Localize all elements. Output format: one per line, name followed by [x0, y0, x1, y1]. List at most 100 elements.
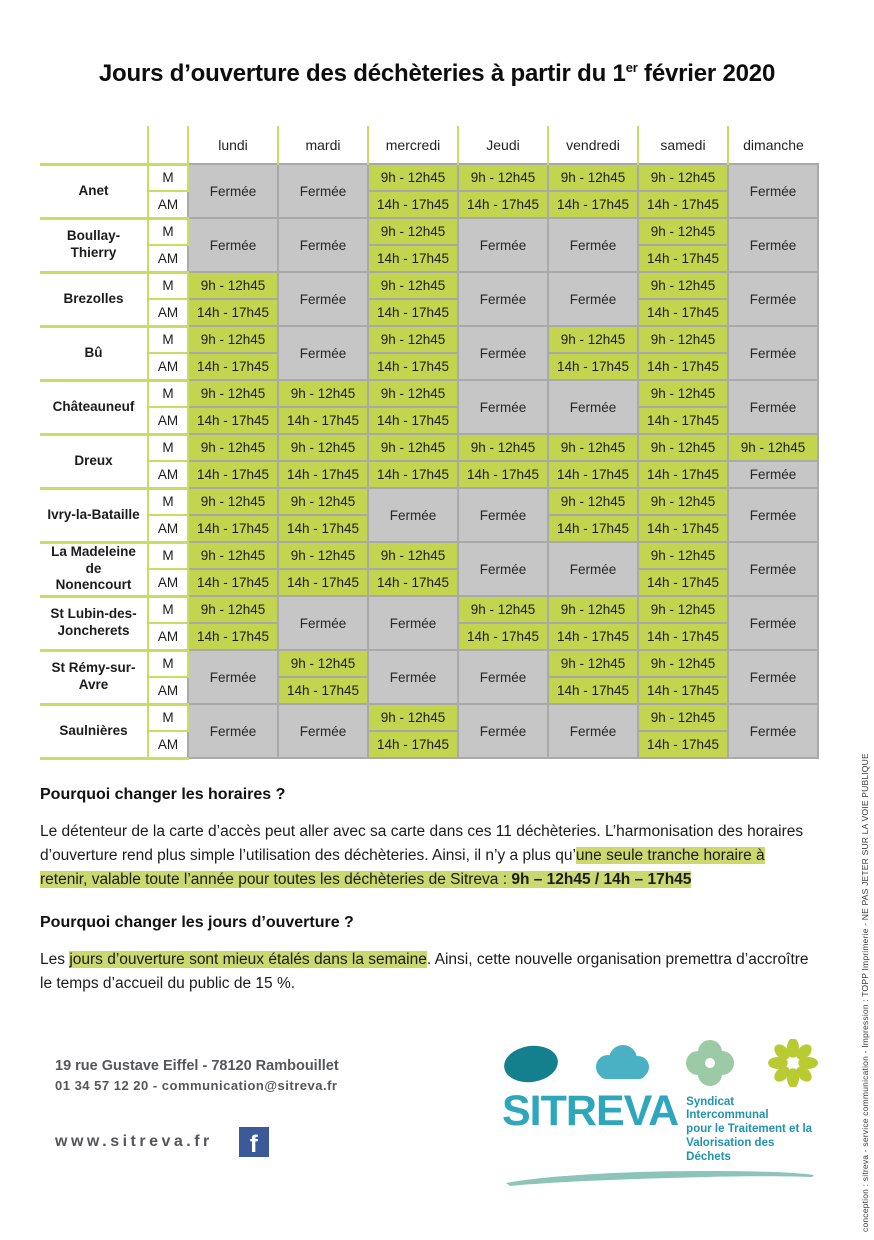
- open-hours-cell: 9h - 12h45: [187, 595, 279, 624]
- row-period-label: AM: [148, 353, 189, 382]
- row-period-label: M: [148, 704, 189, 732]
- open-hours-cell: 14h - 17h45: [367, 352, 459, 381]
- open-hours-cell: 9h - 12h45: [187, 541, 279, 570]
- location-name: Brezolles: [40, 272, 149, 328]
- open-hours-cell: 14h - 17h45: [187, 352, 279, 381]
- text-run: Le détenteur de la carte d’accès peut al…: [40, 822, 804, 864]
- open-hours-cell: 9h - 12h45: [187, 487, 279, 516]
- row-period-label: AM: [148, 569, 189, 598]
- open-hours-cell: 14h - 17h45: [457, 190, 549, 219]
- closed-cell: Fermée: [727, 379, 819, 435]
- closed-cell: Fermée: [367, 487, 459, 543]
- open-hours-cell: 9h - 12h45: [367, 163, 459, 192]
- row-period-label: M: [148, 488, 189, 516]
- row-period-label: M: [148, 164, 189, 192]
- open-hours-cell: 9h - 12h45: [637, 433, 729, 462]
- open-hours-cell: 9h - 12h45: [637, 163, 729, 192]
- open-hours-cell: 14h - 17h45: [457, 622, 549, 651]
- row-period-label: AM: [148, 677, 189, 706]
- closed-cell: Fermée: [367, 649, 459, 705]
- open-hours-cell: 9h - 12h45: [637, 271, 729, 300]
- open-hours-cell: 14h - 17h45: [277, 676, 369, 705]
- location-name: Châteauneuf: [40, 380, 149, 436]
- open-hours-cell: 14h - 17h45: [637, 190, 729, 219]
- section-heading-horaires: Pourquoi changer les horaires ?: [40, 785, 286, 803]
- closed-cell: Fermée: [457, 649, 549, 705]
- location-name: St Lubin-des- Joncherets: [40, 596, 149, 652]
- open-hours-cell: 14h - 17h45: [277, 406, 369, 435]
- closed-cell: Fermée: [277, 703, 369, 759]
- open-hours-cell: 9h - 12h45: [547, 487, 639, 516]
- corner-cell: [148, 126, 189, 166]
- row-period-label: M: [148, 596, 189, 624]
- phone-email-line: 01 34 57 12 20 - communication@sitreva.f…: [55, 1077, 338, 1093]
- paragraph-horaires: Le détenteur de la carte d’accès peut al…: [40, 820, 816, 892]
- location-name: Bû: [40, 326, 149, 382]
- closed-cell: Fermée: [727, 217, 819, 273]
- row-period-label: M: [148, 218, 189, 246]
- day-header: vendredi: [547, 126, 638, 164]
- closed-cell: Fermée: [277, 271, 369, 327]
- section-heading-jours: Pourquoi changer les jours d’ouverture ?: [40, 913, 354, 931]
- title-text-end: février 2020: [637, 60, 776, 87]
- closed-cell: Fermée: [457, 325, 549, 381]
- open-hours-cell: 14h - 17h45: [637, 406, 729, 435]
- open-hours-cell: 14h - 17h45: [547, 514, 639, 543]
- sitreva-logo: SITREVA Syndicat Intercommunal pour le T…: [502, 1038, 818, 1187]
- closed-cell: Fermée: [457, 541, 549, 597]
- open-hours-cell: 14h - 17h45: [187, 568, 279, 597]
- closed-cell: Fermée: [727, 271, 819, 327]
- open-hours-cell: 14h - 17h45: [367, 406, 459, 435]
- open-hours-cell: 14h - 17h45: [187, 514, 279, 543]
- open-hours-cell: 14h - 17h45: [637, 298, 729, 327]
- open-hours-cell: 14h - 17h45: [367, 460, 459, 489]
- pebble-icon: [504, 1045, 558, 1082]
- closed-cell: Fermée: [547, 703, 639, 759]
- row-period-label: M: [148, 650, 189, 678]
- closed-cell: Fermée: [727, 487, 819, 543]
- closed-cell: Fermée: [457, 271, 549, 327]
- closed-cell: Fermée: [727, 649, 819, 705]
- closed-cell: Fermée: [187, 649, 279, 705]
- open-hours-cell: 9h - 12h45: [277, 433, 369, 462]
- open-hours-cell: 14h - 17h45: [187, 406, 279, 435]
- location-name: St Rémy-sur- Avre: [40, 650, 149, 706]
- day-header: lundi: [187, 126, 278, 164]
- row-period-label: AM: [148, 245, 189, 274]
- open-hours-cell: 14h - 17h45: [637, 244, 729, 273]
- open-hours-cell: 9h - 12h45: [187, 325, 279, 354]
- closed-cell: Fermée: [187, 217, 279, 273]
- open-hours-cell: 9h - 12h45: [367, 703, 459, 732]
- open-hours-cell: 9h - 12h45: [637, 487, 729, 516]
- closed-cell: Fermée: [547, 379, 639, 435]
- open-hours-cell: 14h - 17h45: [547, 622, 639, 651]
- open-hours-cell: 14h - 17h45: [367, 190, 459, 219]
- cloud-icon: [596, 1044, 650, 1079]
- location-name: Dreux: [40, 434, 149, 490]
- open-hours-cell: 14h - 17h45: [547, 460, 639, 489]
- open-hours-cell: 14h - 17h45: [637, 514, 729, 543]
- open-hours-cell: 14h - 17h45: [187, 460, 279, 489]
- open-hours-cell: 9h - 12h45: [547, 325, 639, 354]
- open-hours-cell: 9h - 12h45: [367, 325, 459, 354]
- open-hours-cell: 14h - 17h45: [367, 244, 459, 273]
- open-hours-cell: 9h - 12h45: [637, 703, 729, 732]
- row-period-label: AM: [148, 461, 189, 490]
- open-hours-cell: 9h - 12h45: [547, 433, 639, 462]
- closed-cell: Fermée: [277, 325, 369, 381]
- open-hours-cell: 9h - 12h45: [637, 595, 729, 624]
- contact-block: 19 rue Gustave Eiffel - 78120 Rambouille…: [55, 1038, 874, 1157]
- closed-cell: Fermée: [727, 325, 819, 381]
- open-hours-cell: 9h - 12h45: [187, 271, 279, 300]
- open-hours-cell: 14h - 17h45: [187, 622, 279, 651]
- open-hours-cell: 14h - 17h45: [277, 568, 369, 597]
- closed-cell: Fermée: [277, 595, 369, 651]
- open-hours-cell: 14h - 17h45: [187, 298, 279, 327]
- location-name: Anet: [40, 164, 149, 220]
- footer: 19 rue Gustave Eiffel - 78120 Rambouille…: [0, 1038, 874, 1208]
- open-hours-cell: 14h - 17h45: [367, 730, 459, 759]
- open-hours-cell: 9h - 12h45: [367, 433, 459, 462]
- open-hours-cell: 9h - 12h45: [547, 595, 639, 624]
- open-hours-cell: 9h - 12h45: [367, 541, 459, 570]
